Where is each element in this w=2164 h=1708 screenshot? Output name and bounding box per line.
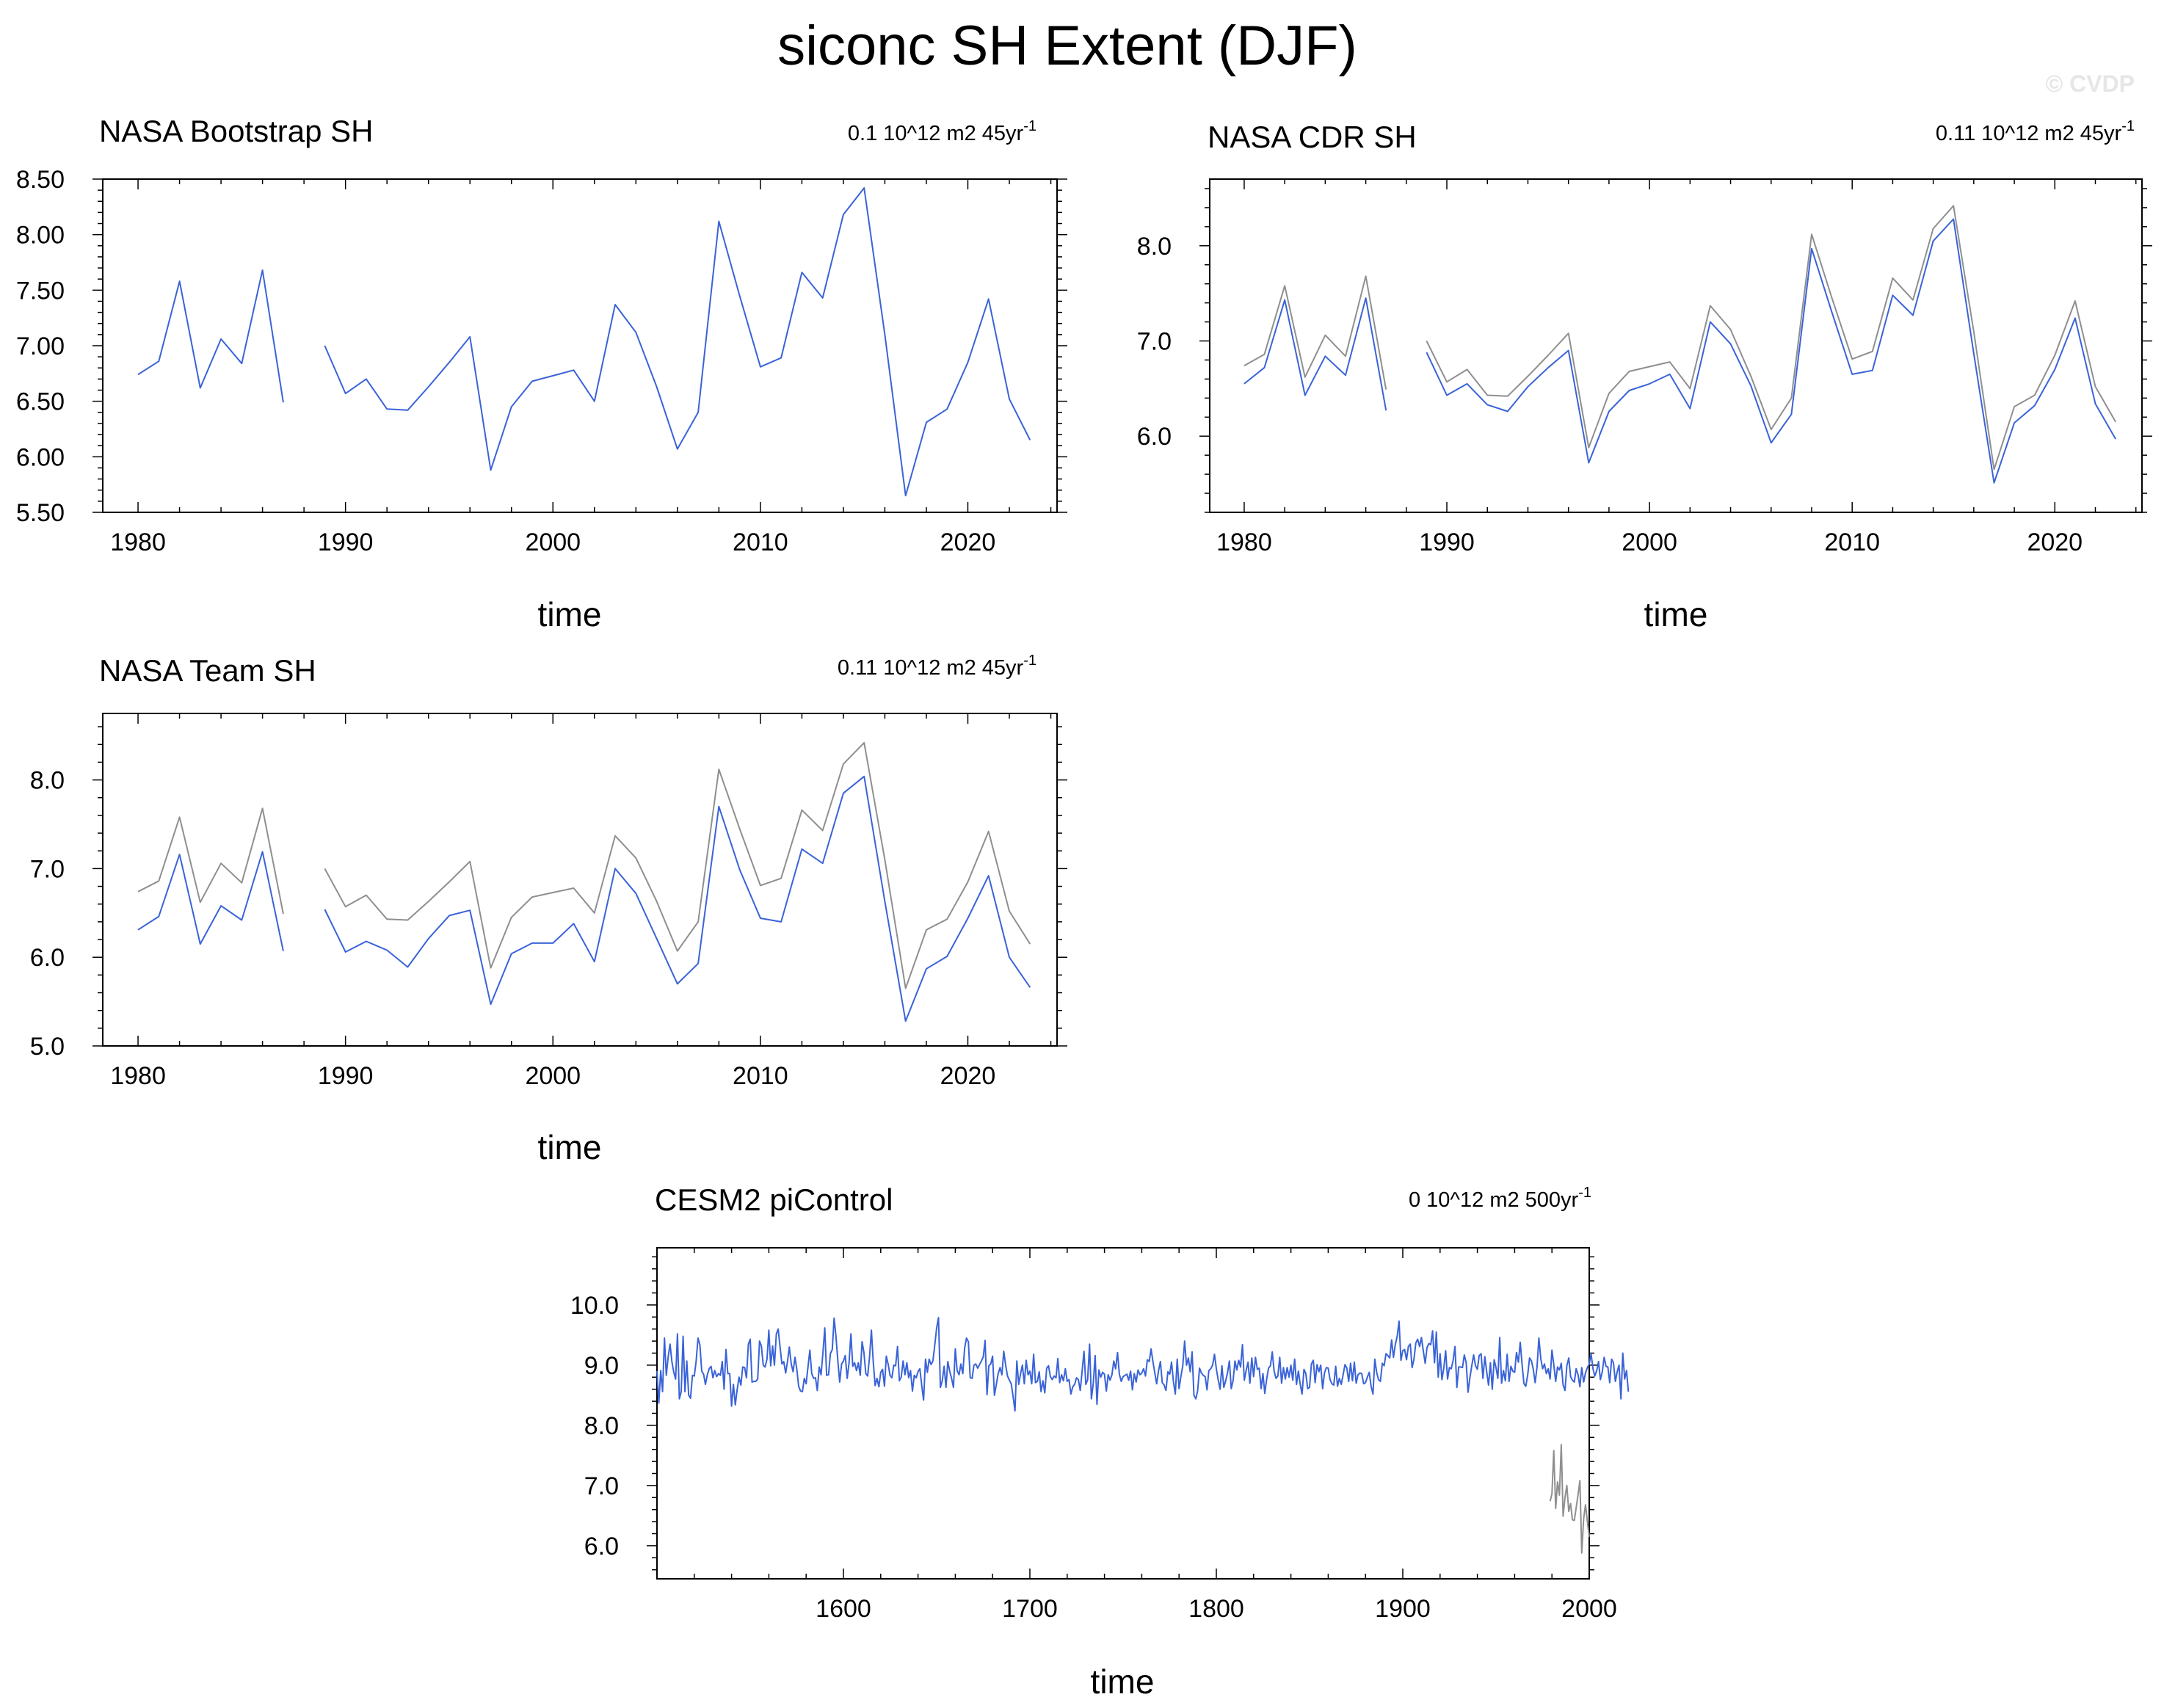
series-line-reference	[1243, 205, 2116, 470]
y-tick-label: 7.00	[16, 332, 65, 360]
panel-cesm2-picontrol: CESM2 piControl 0 10^12 m2 500yr-1 time …	[570, 1182, 1630, 1701]
y-tick-label: 6.0	[30, 944, 65, 972]
y-tick-label: 6.0	[1137, 423, 1172, 451]
x-axis-label: time	[1091, 1662, 1155, 1701]
panel-nasa-bootstrap-sh: NASA Bootstrap SH 0.1 10^12 m2 45yr-1 ti…	[16, 114, 1067, 633]
series-line-primary	[1243, 218, 2116, 484]
x-tick-label: 1980	[1216, 528, 1272, 556]
panel-title: NASA Team SH	[99, 653, 316, 688]
x-tick-label: 1990	[318, 528, 374, 556]
x-tick-label: 1980	[110, 528, 166, 556]
y-tick-label: 8.0	[584, 1412, 619, 1440]
y-tick-label: 9.0	[584, 1352, 619, 1380]
y-tick-label: 6.00	[16, 443, 65, 471]
panel-nasa-team-sh: NASA Team SH 0.11 10^12 m2 45yr-1 time 1…	[30, 653, 1067, 1166]
x-tick-label: 2020	[940, 1062, 996, 1090]
y-tick-label: 10.0	[570, 1292, 619, 1320]
panel-title: CESM2 piControl	[655, 1182, 893, 1217]
y-tick-label: 8.0	[1137, 233, 1172, 261]
y-tick-label: 7.0	[1137, 328, 1172, 356]
x-tick-label: 1990	[318, 1062, 374, 1090]
x-tick-label: 2000	[1622, 528, 1677, 556]
x-tick-label: 2000	[1561, 1595, 1617, 1623]
y-tick-label: 6.0	[584, 1533, 619, 1560]
panel-trend-label: 0.11 10^12 m2 45yr-1	[838, 653, 1036, 680]
plot-frame	[102, 713, 1058, 1047]
panel-nasa-cdr-sh: NASA CDR SH 0.11 10^12 m2 45yr-1 time 19…	[1137, 118, 2152, 633]
x-tick-label: 2020	[2027, 528, 2083, 556]
y-tick-label: 5.50	[16, 499, 65, 527]
series-line-reference	[1549, 1444, 1590, 1554]
y-tick-label: 7.0	[584, 1472, 619, 1500]
plot-frame	[1209, 178, 2143, 513]
x-tick-label: 2020	[940, 528, 996, 556]
x-tick-label: 1980	[110, 1062, 166, 1090]
x-tick-label: 1800	[1188, 1595, 1244, 1623]
series-line-primary	[656, 1317, 1630, 1412]
y-tick-label: 7.0	[30, 855, 65, 883]
plot-frame	[656, 1247, 1590, 1580]
x-tick-label: 2010	[733, 528, 788, 556]
panel-title: NASA CDR SH	[1208, 120, 1417, 154]
x-tick-label: 2010	[733, 1062, 788, 1090]
x-tick-label: 2000	[525, 1062, 581, 1090]
series-line-primary	[137, 187, 1031, 497]
series-line-primary	[137, 775, 1031, 1022]
y-tick-label: 8.50	[16, 166, 65, 194]
x-tick-label: 1900	[1375, 1595, 1431, 1623]
watermark: © CVDP	[2046, 70, 2135, 97]
y-tick-label: 8.0	[30, 767, 65, 795]
x-tick-label: 2000	[525, 528, 581, 556]
figure-title: siconc SH Extent (DJF)	[777, 15, 1357, 77]
x-tick-label: 1700	[1002, 1595, 1058, 1623]
x-axis-label: time	[1644, 595, 1708, 633]
panel-title: NASA Bootstrap SH	[99, 114, 374, 148]
y-tick-label: 7.50	[16, 277, 65, 305]
x-tick-label: 2010	[1824, 528, 1880, 556]
y-tick-label: 5.0	[30, 1033, 65, 1061]
series-line-reference	[137, 741, 1031, 989]
x-axis-label: time	[538, 595, 602, 633]
panel-trend-label: 0 10^12 m2 500yr-1	[1409, 1185, 1591, 1212]
y-tick-label: 8.00	[16, 222, 65, 250]
y-tick-label: 6.50	[16, 388, 65, 416]
x-tick-label: 1600	[816, 1595, 871, 1623]
x-axis-label: time	[538, 1128, 602, 1166]
x-tick-label: 1990	[1419, 528, 1475, 556]
panel-trend-label: 0.1 10^12 m2 45yr-1	[848, 118, 1036, 145]
panel-trend-label: 0.11 10^12 m2 45yr-1	[1936, 118, 2135, 145]
